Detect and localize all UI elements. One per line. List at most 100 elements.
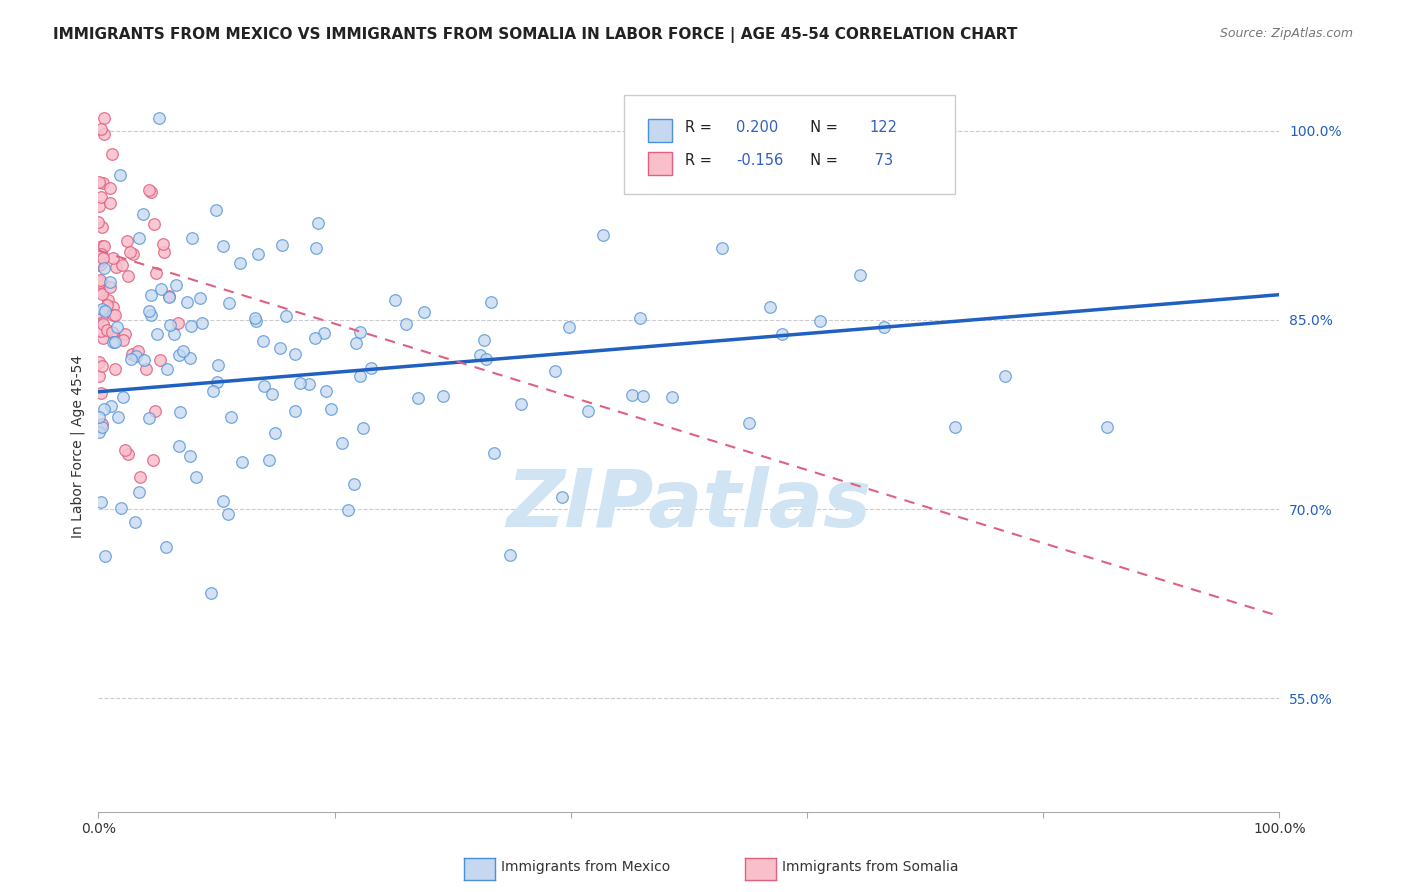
Point — [172, 343, 194, 358]
Text: Immigrants from Mexico: Immigrants from Mexico — [501, 860, 669, 874]
Point — [141, 288, 163, 302]
Point — [118, 244, 141, 259]
FancyBboxPatch shape — [648, 120, 672, 143]
Point — [90, 257, 112, 271]
Point — [475, 352, 498, 367]
Point — [153, 245, 176, 260]
Point — [145, 266, 167, 280]
Point — [631, 389, 654, 403]
Point — [349, 326, 371, 340]
Point — [218, 296, 240, 310]
Point — [499, 548, 522, 562]
Point — [305, 241, 328, 255]
Point — [247, 246, 270, 260]
Point — [873, 319, 896, 334]
Point — [128, 485, 150, 500]
Point — [87, 253, 110, 268]
Point — [89, 199, 111, 213]
Point — [87, 215, 110, 229]
Point — [100, 399, 122, 413]
Point — [87, 258, 110, 272]
Point — [87, 304, 110, 318]
Point — [93, 111, 115, 125]
Point — [91, 308, 114, 322]
Point — [141, 185, 163, 199]
Point — [150, 282, 173, 296]
Text: Immigrants from Somalia: Immigrants from Somalia — [782, 860, 959, 874]
Point — [148, 111, 170, 125]
Point — [808, 314, 831, 328]
Point — [145, 327, 167, 342]
Point — [558, 319, 581, 334]
Point — [138, 411, 160, 425]
Point — [93, 402, 115, 417]
Point — [87, 310, 110, 325]
Point — [188, 291, 211, 305]
Text: 122: 122 — [870, 120, 897, 136]
Point — [139, 308, 162, 322]
Point — [482, 446, 505, 460]
Point — [156, 362, 179, 376]
Point — [97, 293, 120, 308]
Point — [112, 391, 135, 405]
Point — [257, 453, 280, 467]
Point — [849, 268, 872, 282]
Point — [90, 219, 112, 234]
Text: -0.156: -0.156 — [737, 153, 783, 169]
Text: R =: R = — [685, 120, 717, 136]
Point — [114, 327, 136, 342]
Point — [104, 308, 127, 322]
Point — [142, 453, 165, 467]
Point — [479, 295, 502, 310]
Point — [87, 253, 110, 268]
Point — [219, 410, 242, 425]
Point — [101, 251, 124, 265]
Point — [337, 502, 360, 516]
Point — [96, 323, 118, 337]
Point — [360, 361, 382, 376]
Point — [91, 287, 114, 301]
Point — [270, 238, 292, 252]
Point — [91, 252, 114, 266]
Point — [124, 516, 146, 530]
Point — [110, 168, 132, 182]
Point — [290, 376, 312, 390]
Text: 0.200: 0.200 — [737, 120, 779, 136]
Point — [344, 336, 367, 351]
Point — [661, 390, 683, 404]
Point — [91, 359, 114, 373]
Point — [543, 364, 565, 378]
Point — [91, 176, 114, 190]
Point — [432, 389, 454, 403]
Y-axis label: In Labor Force | Age 45-54: In Labor Force | Age 45-54 — [70, 354, 84, 538]
Point — [104, 260, 127, 274]
Point — [100, 326, 122, 340]
Point — [87, 175, 110, 189]
Point — [111, 258, 134, 272]
Point — [93, 261, 115, 276]
Point — [149, 352, 172, 367]
Point — [91, 239, 114, 253]
Point — [243, 310, 266, 325]
Point — [406, 391, 429, 405]
Text: R =: R = — [685, 153, 717, 169]
Point — [128, 231, 150, 245]
Text: N =: N = — [801, 120, 842, 136]
Point — [138, 183, 160, 197]
Point — [87, 243, 110, 257]
Point — [90, 122, 112, 136]
Point — [90, 190, 112, 204]
Point — [621, 388, 644, 402]
Point — [90, 385, 112, 400]
Point — [157, 290, 180, 304]
Point — [298, 376, 321, 391]
Point — [157, 289, 180, 303]
Point — [180, 319, 202, 334]
Point — [134, 352, 156, 367]
Point — [167, 439, 190, 453]
Point — [89, 369, 111, 384]
Point — [352, 421, 374, 435]
Point — [184, 470, 207, 484]
Point — [100, 280, 122, 294]
Point — [90, 301, 112, 316]
